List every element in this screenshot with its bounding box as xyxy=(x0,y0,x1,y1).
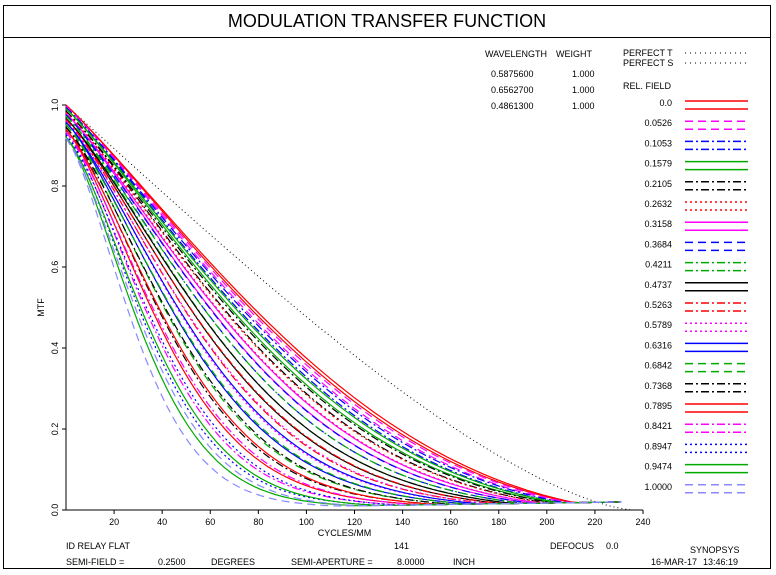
mtf-series-line xyxy=(65,104,622,504)
field-legend-label: 0.0 xyxy=(659,98,672,108)
semi-aperture-label: SEMI-APERTURE = xyxy=(291,557,373,567)
mtf-series-line xyxy=(65,111,622,504)
time: 13:46:19 xyxy=(703,557,739,567)
mtf-series-line xyxy=(65,105,622,504)
y-tick-label: 0.0 xyxy=(50,504,60,517)
x-tick-label: 200 xyxy=(539,517,554,527)
mtf-series-line xyxy=(65,115,622,504)
semi-aperture-unit: INCH xyxy=(453,557,475,567)
lens-number: 141 xyxy=(394,541,410,551)
mtf-series-line xyxy=(65,113,622,504)
mtf-series-line xyxy=(65,108,622,504)
semi-aperture-value: 8.0000 xyxy=(397,557,425,567)
x-tick-label: 40 xyxy=(157,517,167,527)
mtf-series-line xyxy=(65,121,622,505)
semi-field-value: 0.2500 xyxy=(158,557,186,567)
mtf-series-line xyxy=(65,126,622,506)
mtf-series-line xyxy=(65,137,622,507)
field-legend-label: 0.7895 xyxy=(644,401,672,411)
lens-name: ID RELAY FLAT xyxy=(66,541,131,551)
field-legend-label: 0.1053 xyxy=(644,138,672,148)
field-legend-label: 0.5263 xyxy=(644,300,672,310)
semi-field-label: SEMI-FIELD = xyxy=(66,557,125,567)
plot-frame: MODULATION TRANSFER FUNCTION xyxy=(3,5,771,569)
mtf-series-line xyxy=(65,110,622,504)
y-tick-label: 0.4 xyxy=(50,342,60,355)
mtf-series-line xyxy=(65,110,622,504)
x-tick-label: 220 xyxy=(587,517,602,527)
weight-header: WEIGHT xyxy=(556,49,592,59)
x-tick-label: 100 xyxy=(299,517,314,527)
wavelength-header: WAVELENGTH xyxy=(485,49,548,59)
x-tick-label: 240 xyxy=(635,517,650,527)
field-legend-label: 0.8421 xyxy=(644,421,672,431)
y-tick-label: 0.6 xyxy=(50,261,60,274)
field-legend-label: 0.0526 xyxy=(644,118,672,128)
weight-value: 1.000 xyxy=(572,69,595,79)
mtf-series-line xyxy=(65,134,622,507)
field-legend-label: 0.4737 xyxy=(644,280,672,290)
defocus-value: 0.0 xyxy=(606,541,619,551)
field-legend-label: 0.9474 xyxy=(644,462,672,472)
mtf-series-line xyxy=(65,124,622,505)
x-tick-label: 180 xyxy=(491,517,506,527)
semi-field-unit: DEGREES xyxy=(211,557,256,567)
chart-title: MODULATION TRANSFER FUNCTION xyxy=(4,6,770,38)
program-name: SYNOPSYS xyxy=(690,545,740,555)
mtf-series-line xyxy=(65,107,622,504)
field-legend-label: 0.3684 xyxy=(644,239,672,249)
rel-field-header: REL. FIELD xyxy=(623,81,672,91)
date: 16-MAR-17 xyxy=(651,557,698,567)
mtf-series-line xyxy=(65,136,622,506)
mtf-series-line xyxy=(65,111,622,504)
mtf-series-line xyxy=(65,137,622,507)
y-tick-label: 1.0 xyxy=(50,99,60,112)
field-legend-label: 0.2105 xyxy=(644,179,672,189)
wavelength-value: 0.6562700 xyxy=(491,85,534,95)
mtf-series-line xyxy=(65,126,622,505)
mtf-series-line xyxy=(65,131,622,506)
field-legend-label: 0.6842 xyxy=(644,361,672,371)
x-axis-label: CYCLES/MM xyxy=(318,528,372,538)
field-legend-label: 0.2632 xyxy=(644,199,672,209)
field-legend-label: 0.5789 xyxy=(644,320,672,330)
mtf-series-line xyxy=(65,105,622,504)
x-tick-label: 80 xyxy=(253,517,263,527)
x-tick-label: 140 xyxy=(395,517,410,527)
wavelength-value: 0.5875600 xyxy=(491,69,534,79)
y-tick-label: 0.8 xyxy=(50,180,60,193)
weight-value: 1.000 xyxy=(572,85,595,95)
field-legend-label: 0.4211 xyxy=(645,260,672,270)
field-legend-label: 0.6316 xyxy=(644,340,672,350)
x-tick-label: 160 xyxy=(443,517,458,527)
field-legend-label: 0.7368 xyxy=(644,381,672,391)
mtf-series-line xyxy=(65,121,622,505)
mtf-series-line xyxy=(65,113,622,504)
perfect-t-label: PERFECT T xyxy=(623,48,673,58)
x-tick-label: 20 xyxy=(109,517,119,527)
y-tick-label: 0.2 xyxy=(50,423,60,436)
x-tick-label: 60 xyxy=(205,517,215,527)
mtf-series-line xyxy=(65,124,622,505)
mtf-series-line xyxy=(65,134,622,506)
weight-value: 1.000 xyxy=(572,101,595,111)
field-legend-label: 0.1579 xyxy=(644,159,672,169)
field-legend-label: 0.8947 xyxy=(644,441,672,451)
wavelength-value: 0.4861300 xyxy=(491,101,534,111)
mtf-series-line xyxy=(65,115,622,504)
field-legend-label: 0.3158 xyxy=(644,219,672,229)
y-axis-label: MTF xyxy=(36,298,46,317)
mtf-series-line xyxy=(65,114,622,504)
mtf-series-line xyxy=(65,104,622,504)
mtf-series-line xyxy=(65,108,622,504)
mtf-series-line xyxy=(65,136,622,507)
field-legend-label: 1.0000 xyxy=(644,482,672,492)
x-tick-label: 120 xyxy=(347,517,362,527)
perfect-s-label: PERFECT S xyxy=(623,58,674,68)
defocus-label: DEFOCUS xyxy=(550,541,595,551)
